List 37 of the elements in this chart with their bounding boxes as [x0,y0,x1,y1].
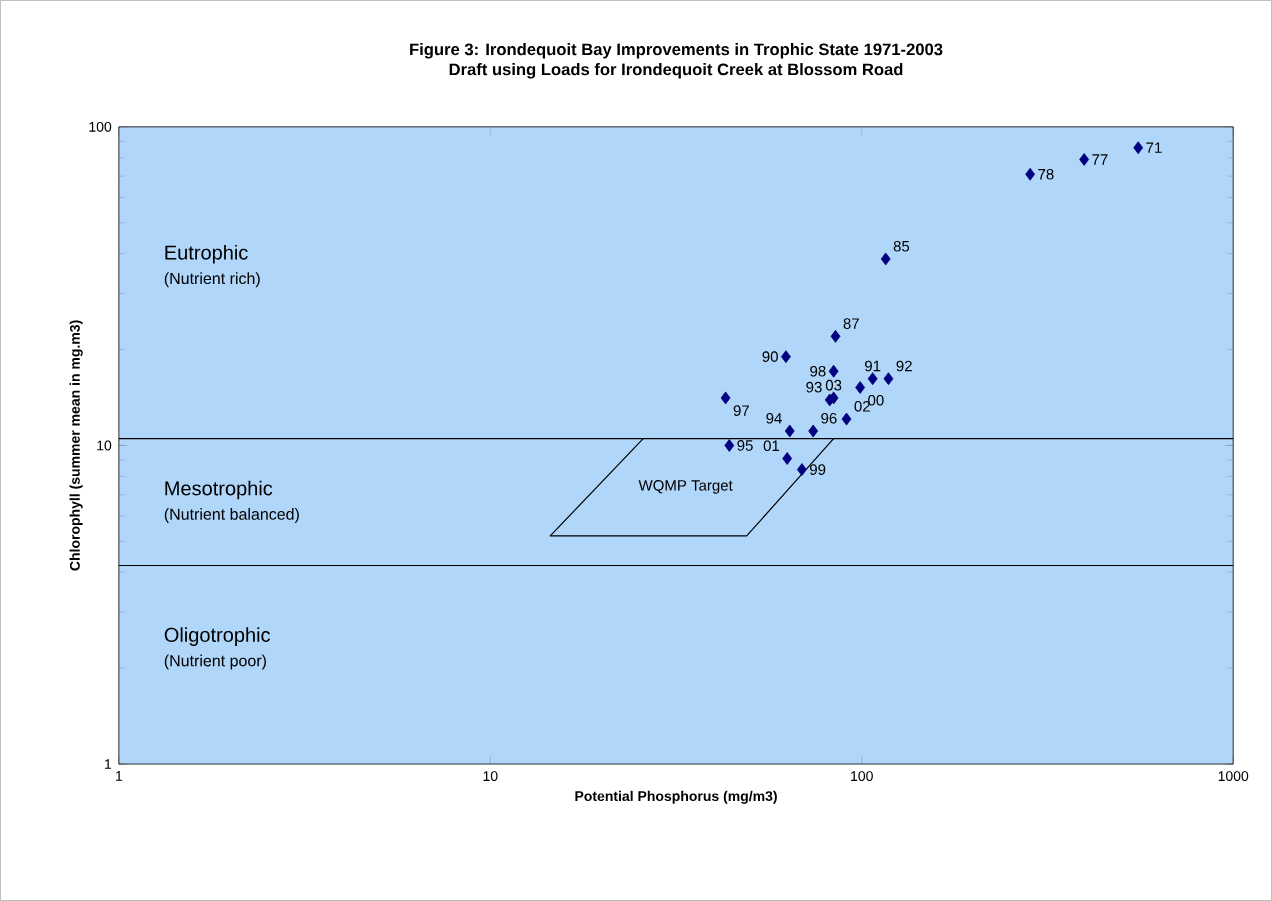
y-tick-label: 10 [97,440,112,451]
annotation: 00 [868,394,884,406]
y-tick-label: 1 [105,759,112,769]
annotation: 02 [854,401,870,412]
annotation: 91 [865,360,881,372]
annotation: 96 [821,413,837,424]
annotation: (Nutrient balanced) [164,508,299,524]
chart-title: Figure 3: Irondequoit Bay Improvements in Trophic State 1971-2003 [410,43,943,59]
annotation: 77 [1092,154,1108,165]
annotation: Eutrophic [165,245,248,264]
x-tick-label: 1000 [1218,771,1249,782]
annotation: Mesotrophic [165,480,273,500]
annotation: 97 [733,405,749,416]
annotation: Oligotrophic [164,627,271,646]
annotation: 71 [1146,142,1162,153]
annotation: 98 [810,365,826,377]
annotation: 78 [1038,168,1054,180]
annotation: 99 [809,464,826,475]
annotation: 93 [806,381,822,393]
annotation: 85 [893,240,910,252]
annotation: 01 [763,440,780,452]
annotation: 03 [825,379,842,391]
annotation: 92 [896,360,912,372]
x-tick-label: 10 [483,771,498,782]
annotation: 95 [737,440,753,451]
annotation: 90 [762,351,778,363]
annotation: 87 [843,318,859,329]
chart-subtitle: Draft using Loads for Irondequoit Creek at Blossom Road [449,63,903,79]
annotation: 94 [766,413,782,424]
annotation: (Nutrient poor) [164,654,266,670]
x-tick-label: 1 [116,771,123,781]
y-axis-title: Chlorophyll (summer mean in mg.m3) [69,320,83,571]
annotation: (Nutrient rich) [164,272,260,288]
y-tick-label: 100 [89,121,112,132]
x-tick-label: 100 [851,771,873,782]
x-axis-title: Potential Phosphorus (mg/m3) [575,790,777,804]
annotation: WQMP Target [638,480,733,494]
